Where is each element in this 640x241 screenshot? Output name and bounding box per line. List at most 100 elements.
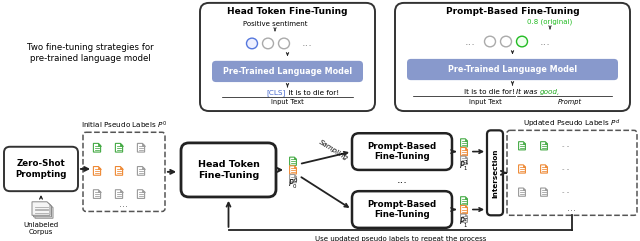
Text: Pre-Trained Language Model: Pre-Trained Language Model [448, 65, 577, 74]
Circle shape [246, 38, 257, 49]
Polygon shape [541, 188, 547, 196]
Text: $P^0_0$: $P^0_0$ [288, 176, 298, 191]
Polygon shape [138, 190, 145, 198]
Circle shape [516, 36, 527, 47]
Circle shape [278, 38, 289, 49]
Polygon shape [541, 165, 547, 173]
Polygon shape [465, 147, 467, 149]
Polygon shape [465, 139, 467, 141]
Polygon shape [461, 156, 467, 164]
Polygon shape [93, 190, 100, 198]
Polygon shape [120, 167, 123, 169]
FancyBboxPatch shape [212, 61, 363, 82]
Text: Updated Pseudo Labels $P^d$: Updated Pseudo Labels $P^d$ [524, 117, 621, 130]
Text: It was: It was [516, 89, 540, 95]
Polygon shape [294, 174, 296, 177]
Polygon shape [120, 190, 123, 192]
Text: It is to die for!: It is to die for! [287, 90, 340, 96]
Text: Use updated pseudo labels to repeat the process: Use updated pseudo labels to repeat the … [315, 236, 486, 241]
Polygon shape [465, 214, 467, 216]
Polygon shape [32, 202, 50, 215]
Polygon shape [461, 147, 467, 156]
Text: ...: ... [568, 203, 577, 213]
FancyBboxPatch shape [200, 3, 375, 111]
Text: It is to die for!: It is to die for! [463, 89, 515, 95]
Polygon shape [518, 142, 525, 150]
Polygon shape [138, 143, 145, 152]
Text: $P^r_1$: $P^r_1$ [459, 216, 469, 230]
Polygon shape [545, 188, 547, 190]
Text: $P^1_1$: $P^1_1$ [459, 158, 469, 173]
Polygon shape [142, 190, 145, 192]
FancyBboxPatch shape [181, 143, 276, 197]
FancyBboxPatch shape [395, 3, 630, 111]
Text: Two fine-tuning strategies for
pre-trained language model: Two fine-tuning strategies for pre-train… [27, 43, 154, 63]
Polygon shape [465, 205, 467, 208]
Text: Prompt-Based Fine-Tuning: Prompt-Based Fine-Tuning [445, 7, 579, 16]
Polygon shape [461, 197, 467, 205]
Text: Initial Pseudo Labels $P^0$: Initial Pseudo Labels $P^0$ [81, 120, 167, 131]
Text: ...: ... [465, 37, 476, 47]
Polygon shape [138, 167, 145, 175]
Text: Prompt: Prompt [558, 99, 582, 105]
Text: Head Token Fine-Tuning: Head Token Fine-Tuning [227, 7, 348, 16]
Polygon shape [115, 143, 123, 152]
Polygon shape [461, 214, 467, 222]
Text: ...: ... [397, 174, 408, 185]
Polygon shape [524, 165, 525, 167]
Text: Sampling: Sampling [318, 139, 349, 162]
Polygon shape [541, 142, 547, 150]
Polygon shape [545, 142, 547, 144]
Polygon shape [461, 139, 467, 147]
Text: ...: ... [120, 199, 129, 209]
Polygon shape [518, 165, 525, 173]
Text: Positive sentiment: Positive sentiment [243, 21, 307, 27]
Text: - -: - - [563, 143, 570, 149]
FancyBboxPatch shape [407, 59, 618, 80]
Text: 0.8 (original): 0.8 (original) [527, 19, 573, 26]
Text: [CLS]: [CLS] [266, 89, 285, 96]
Polygon shape [524, 142, 525, 144]
Polygon shape [524, 188, 525, 190]
Text: Zero-Shot
Prompting: Zero-Shot Prompting [15, 159, 67, 179]
FancyBboxPatch shape [352, 133, 452, 170]
Text: ...: ... [302, 39, 313, 48]
Text: - -: - - [563, 166, 570, 172]
Text: Input Text: Input Text [468, 99, 501, 105]
Polygon shape [93, 167, 100, 175]
FancyBboxPatch shape [487, 130, 503, 215]
FancyBboxPatch shape [83, 132, 165, 211]
Polygon shape [465, 156, 467, 158]
Polygon shape [518, 188, 525, 196]
Text: good,: good, [540, 89, 560, 95]
Polygon shape [115, 190, 123, 198]
Polygon shape [290, 157, 296, 165]
Text: Prompt-Based
Fine-Tuning: Prompt-Based Fine-Tuning [367, 142, 436, 161]
Circle shape [500, 36, 511, 47]
Text: Head Token
Fine-Tuning: Head Token Fine-Tuning [198, 160, 259, 180]
Polygon shape [465, 197, 467, 199]
Polygon shape [294, 157, 296, 159]
Text: - -: - - [563, 189, 570, 195]
Polygon shape [142, 143, 145, 146]
FancyBboxPatch shape [4, 147, 78, 191]
Polygon shape [290, 166, 296, 174]
Polygon shape [120, 143, 123, 146]
Polygon shape [545, 165, 547, 167]
Circle shape [484, 36, 495, 47]
Text: Intersection: Intersection [492, 148, 498, 198]
Text: Unlabeled
Corpus: Unlabeled Corpus [24, 222, 59, 235]
Polygon shape [115, 167, 123, 175]
Polygon shape [35, 205, 53, 218]
Text: Prompt-Based
Fine-Tuning: Prompt-Based Fine-Tuning [367, 200, 436, 219]
Text: Pre-Trained Language Model: Pre-Trained Language Model [223, 67, 352, 76]
FancyBboxPatch shape [352, 191, 452, 228]
Text: Input Text: Input Text [271, 99, 304, 105]
Polygon shape [142, 167, 145, 169]
Polygon shape [294, 166, 296, 168]
Text: ...: ... [540, 37, 551, 47]
Circle shape [262, 38, 273, 49]
Polygon shape [99, 190, 100, 192]
Polygon shape [99, 143, 100, 146]
Polygon shape [33, 203, 51, 217]
